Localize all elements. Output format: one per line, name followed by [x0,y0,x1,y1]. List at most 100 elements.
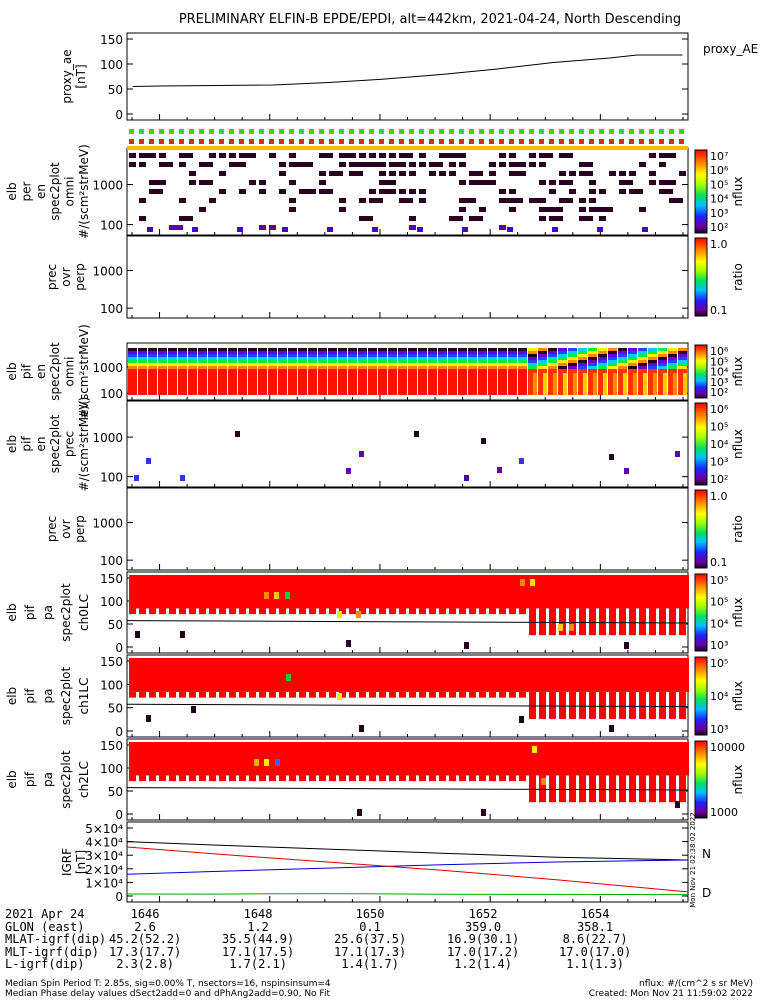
heatmap-cell [438,351,447,354]
heatmap-cell [619,608,626,636]
y-tick-label: 100 [100,595,123,609]
heatmap-cell [498,366,507,369]
y-axis-label: spec2plot [48,162,62,221]
heatmap-cell [519,608,526,615]
heatmap-cell [509,658,519,692]
heatmap-cell [679,171,686,176]
heatmap-cell [369,162,383,167]
heatmap-cell [289,198,296,203]
heatmap-cell [148,357,157,360]
heatmap-cell [609,725,614,732]
heatmap-cell [629,658,639,692]
heatmap-cell [339,153,353,158]
heatmap-cell [679,658,689,692]
heatmap-cell [318,360,327,363]
heatmap-cell [469,658,479,692]
heatmap-cell [448,351,457,354]
heatmap-cell [249,180,256,185]
heatmap-cell [268,348,277,351]
heatmap-cell [348,369,357,395]
heatmap-cell [249,775,256,782]
heatmap-cell [135,631,140,638]
heatmap-cell [409,575,419,609]
heatmap-cell [419,198,426,203]
heatmap-cell [218,351,227,354]
status-mark [129,129,134,134]
status-mark [259,129,264,134]
heatmap-cell [528,351,537,354]
colorbar-tick-label: 1.0 [710,238,728,251]
annotation-value: 359.0 [465,919,502,934]
heatmap-cell [158,366,167,369]
heatmap-cell [399,608,406,615]
heatmap-cell [439,575,449,609]
status-mark [439,139,444,144]
heatmap-cell [218,357,227,360]
heatmap-cell [339,207,346,212]
heatmap-cell [459,658,469,692]
heatmap-cell [169,691,176,698]
heatmap-cell [348,363,357,366]
heatmap-cell [629,575,639,609]
heatmap-cell [329,742,339,776]
heatmap-cell [359,162,373,167]
heatmap-cell [378,351,387,354]
heatmap-cell [428,363,437,366]
heatmap-cell [358,369,367,395]
colorbar [694,573,708,652]
heatmap-cell [198,357,207,360]
heatmap-cell [683,373,687,395]
heatmap-cell [198,354,207,357]
heatmap-cell [398,348,407,351]
heatmap-cell [198,351,207,354]
heatmap-cell [319,189,333,194]
status-mark [639,129,644,134]
heatmap-cell [128,363,137,366]
heatmap-cell [178,357,187,360]
heatmap-cell [579,658,589,692]
heatmap-cell [379,162,386,167]
heatmap-cell [668,360,677,363]
status-mark [469,139,474,144]
status-mark [249,129,254,134]
heatmap-cell [539,608,546,636]
heatmap-cell [638,366,647,369]
annotation-value: 8.6(22.7) [562,932,628,946]
heatmap-cell [299,575,309,609]
y-axis-label: en [34,364,48,379]
heatmap-cell [499,575,509,609]
heatmap-cell [259,225,266,230]
heatmap-cell [669,575,679,609]
heatmap-cell [359,691,366,698]
heatmap-cell [678,351,687,354]
heatmap-cell [318,354,327,357]
heatmap-cell [543,373,547,395]
status-mark [649,139,654,144]
heatmap-cell [278,366,287,369]
heatmap-cell [539,742,549,776]
heatmap-cell [189,171,196,176]
heatmap-cell [268,360,277,363]
heatmap-cell [269,742,279,776]
heatmap-cell [448,366,457,369]
heatmap-cell [178,366,187,369]
heatmap-cell [319,153,333,158]
heatmap-cell [509,608,516,615]
heatmap-cell [398,357,407,360]
y-tick-label: 100 [100,678,123,692]
y-tick-label: 0 [115,890,123,904]
heatmap-cell [298,360,307,363]
status-mark [599,129,604,134]
heatmap-cell [289,207,296,212]
y-axis-label: [nT] [74,64,88,88]
heatmap-cell [259,608,266,615]
heatmap-cell [579,171,593,176]
heatmap-cell [558,369,567,395]
heatmap-cell [128,360,137,363]
annotation-value: 1.2(1.4) [454,957,512,971]
colorbar-tick-label: 10⁵ [710,574,728,587]
heatmap-cell [588,363,597,366]
heatmap-cell [578,360,587,363]
heatmap-cell [359,658,369,692]
heatmap-cell [369,189,376,194]
